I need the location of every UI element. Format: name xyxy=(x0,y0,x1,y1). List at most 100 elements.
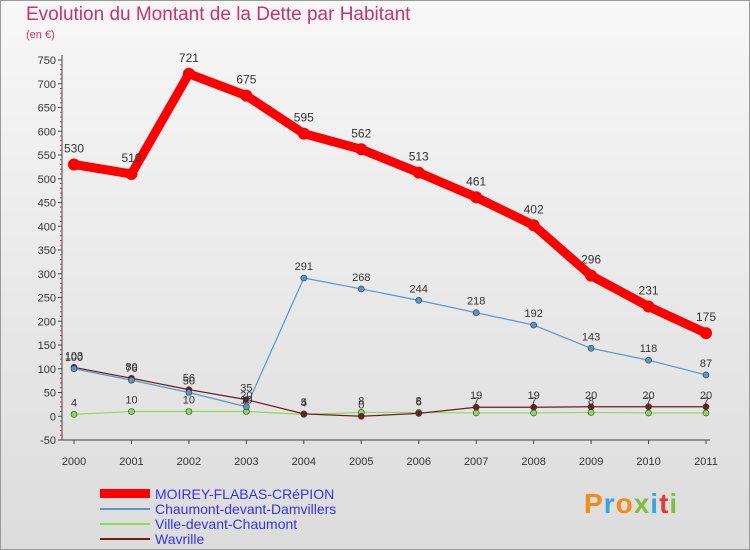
data-point xyxy=(472,309,480,317)
x-tick-label: 2003 xyxy=(234,456,258,468)
legend-swatch xyxy=(100,507,150,510)
data-label: 7 xyxy=(645,396,651,408)
series-line-0 xyxy=(69,69,711,338)
data-point xyxy=(68,158,80,171)
data-label: 721 xyxy=(179,51,199,65)
data-point xyxy=(642,300,655,313)
y-tick-label: 100 xyxy=(38,364,56,376)
data-label: 76 xyxy=(125,363,137,375)
y-tick-label: 450 xyxy=(38,198,56,210)
x-tick-label: 2002 xyxy=(177,456,201,468)
data-label: 7 xyxy=(473,396,479,408)
data-label: 7 xyxy=(531,396,537,408)
data-point xyxy=(470,191,483,204)
data-point xyxy=(415,297,423,304)
data-label: 595 xyxy=(294,111,314,125)
data-point xyxy=(530,321,537,329)
legend-item: Ville-devant-Chaumont xyxy=(100,515,336,532)
y-tick-label: -50 xyxy=(40,435,56,447)
y-tick-label: 350 xyxy=(38,245,56,257)
data-label: 291 xyxy=(295,261,313,273)
y-tick-label: 300 xyxy=(38,269,56,281)
data-label: 20 xyxy=(240,390,252,402)
data-label: 402 xyxy=(524,202,544,216)
data-point xyxy=(587,403,595,411)
data-point xyxy=(357,412,365,420)
data-point xyxy=(70,411,78,418)
data-label: 4 xyxy=(71,397,77,409)
data-label: 8 xyxy=(588,395,594,407)
unit-label: (en €) xyxy=(26,29,55,41)
data-point xyxy=(128,376,135,384)
data-label: 268 xyxy=(352,272,370,284)
data-label: 19 xyxy=(470,390,482,402)
data-point xyxy=(185,389,193,396)
data-point xyxy=(128,408,135,415)
proxiti-logo: Proxiti xyxy=(584,488,679,519)
y-tick-label: 200 xyxy=(38,316,56,328)
data-label: 513 xyxy=(409,150,429,164)
y-tick-label: 50 xyxy=(44,388,56,400)
data-label: 4 xyxy=(301,397,307,409)
y-tick-label: 750 xyxy=(38,55,56,67)
data-label: 0 xyxy=(358,399,364,411)
data-label: 296 xyxy=(581,253,601,267)
data-point xyxy=(530,409,537,417)
x-tick-label: 2008 xyxy=(521,456,545,468)
data-point xyxy=(240,89,253,102)
x-tick-label: 2000 xyxy=(62,456,86,468)
legend-item: Wavrille xyxy=(100,530,336,547)
data-label: 19 xyxy=(528,390,540,402)
data-label: 100 xyxy=(65,352,83,364)
data-label: 510 xyxy=(121,151,141,165)
data-point xyxy=(472,409,480,417)
data-point xyxy=(182,67,195,80)
data-point xyxy=(645,403,652,411)
data-label: 80 xyxy=(125,361,137,373)
x-tick-label: 2006 xyxy=(406,456,430,468)
data-label: 218 xyxy=(467,296,485,308)
data-point xyxy=(585,269,598,282)
data-label: 231 xyxy=(639,284,659,298)
data-point xyxy=(587,409,595,416)
data-label: 7 xyxy=(703,396,709,408)
data-point xyxy=(300,410,308,418)
data-point xyxy=(297,127,310,140)
data-point xyxy=(645,356,652,364)
data-label: 192 xyxy=(524,308,542,320)
series-line-2 xyxy=(73,410,707,415)
data-point xyxy=(125,168,138,180)
data-label: 5 xyxy=(301,397,307,409)
data-label: 562 xyxy=(351,126,371,140)
data-point xyxy=(527,219,540,232)
y-tick-label: 500 xyxy=(38,174,56,186)
series-line-3 xyxy=(73,366,707,417)
y-tick-label: 650 xyxy=(38,103,56,115)
data-label: 87 xyxy=(700,358,712,370)
y-tick-label: 550 xyxy=(38,150,56,162)
data-label: 20 xyxy=(642,390,654,402)
data-label: 530 xyxy=(64,142,84,156)
x-tick-label: 2011 xyxy=(694,456,718,468)
data-label: 244 xyxy=(410,283,428,295)
x-tick-label: 2007 xyxy=(464,456,488,468)
legend-label: Ville-devant-Chaumont xyxy=(155,515,298,532)
chart-title: Evolution du Montant de la Dette par Hab… xyxy=(26,4,411,25)
data-label: 461 xyxy=(466,174,486,188)
data-point xyxy=(70,365,78,373)
data-point xyxy=(702,409,710,417)
data-point xyxy=(185,408,193,415)
x-tick-label: 2009 xyxy=(579,456,603,468)
data-label: 175 xyxy=(696,310,716,324)
data-label: 103 xyxy=(65,350,83,362)
legend-item: MOIREY-FLABAS-CRéPION xyxy=(100,486,336,502)
legend: MOIREY-FLABAS-CRéPION Chaumont-devant-Da… xyxy=(100,486,336,547)
legend-label: Wavrille xyxy=(155,530,205,547)
y-tick-label: 700 xyxy=(38,79,56,91)
data-label: 10 xyxy=(240,395,252,407)
y-tick-label: 250 xyxy=(38,293,56,305)
legend-swatch xyxy=(100,537,150,540)
data-label: 56 xyxy=(183,373,195,385)
data-label: 143 xyxy=(582,331,600,343)
